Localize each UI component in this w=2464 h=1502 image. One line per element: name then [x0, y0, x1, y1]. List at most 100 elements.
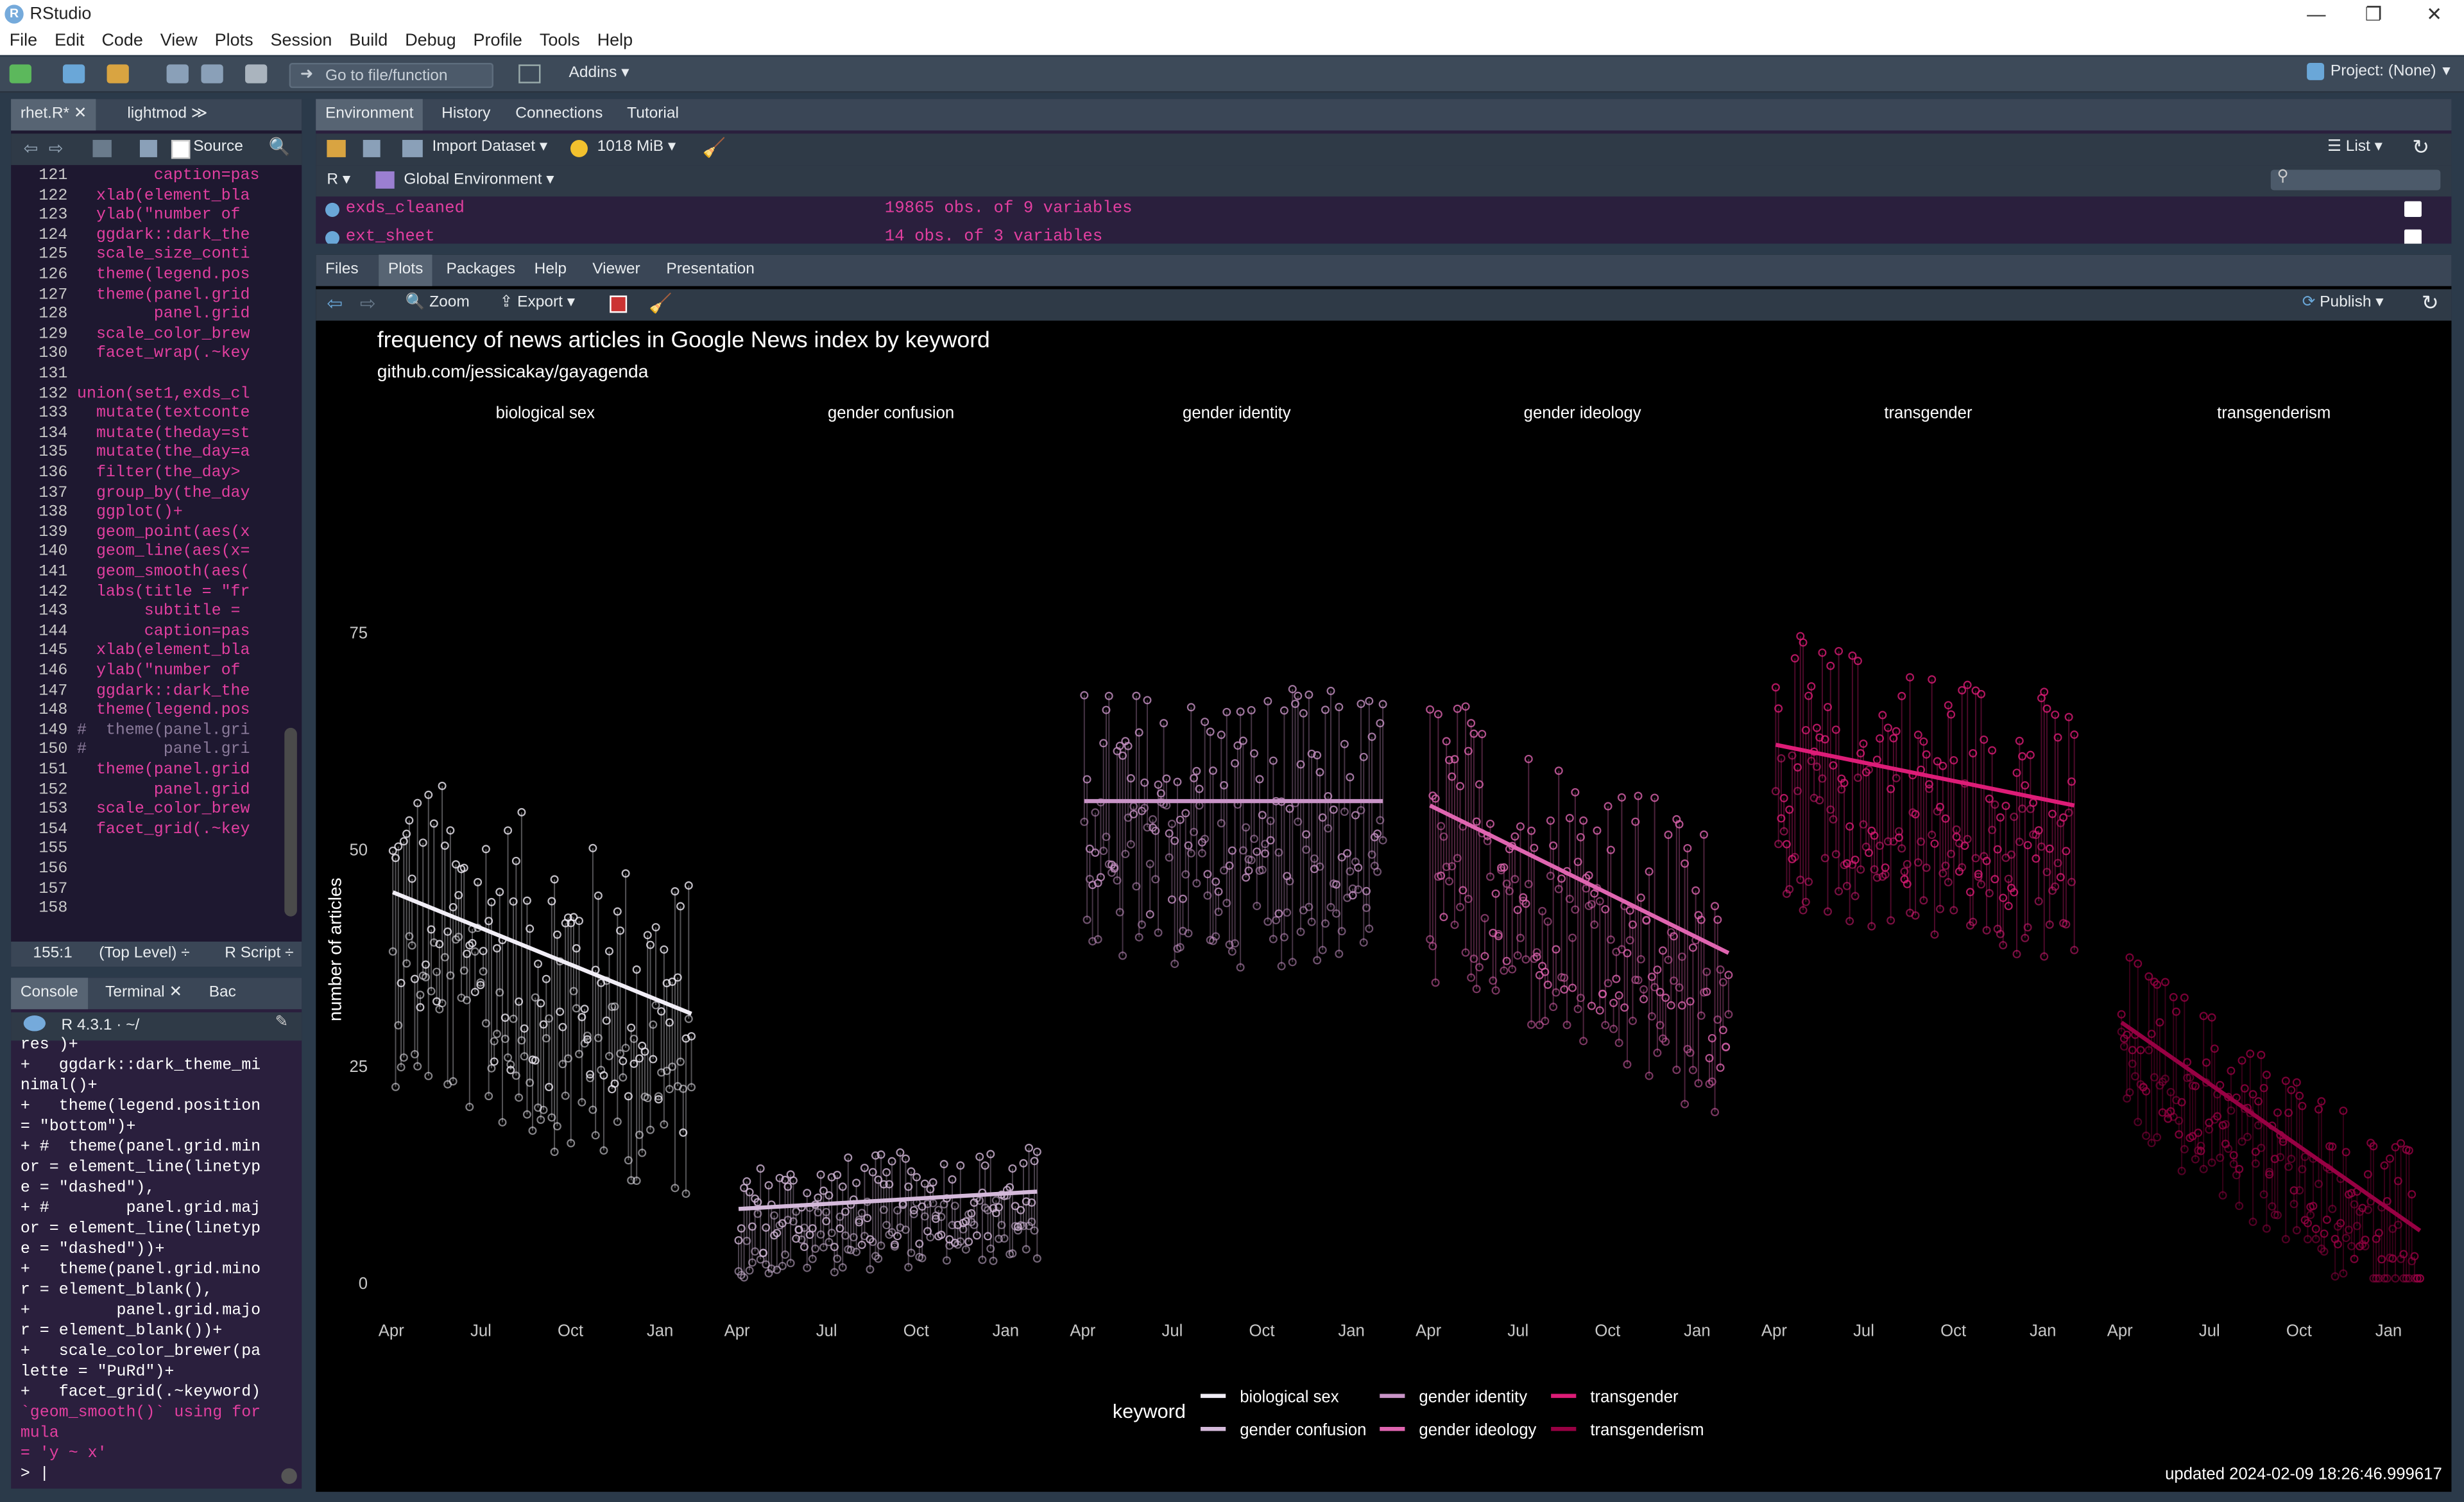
data-point	[1930, 839, 1939, 848]
data-point	[1799, 906, 1808, 915]
language-selector[interactable]: R ▾	[327, 171, 351, 189]
tab-files[interactable]: Files	[325, 261, 359, 279]
tab-environment[interactable]: Environment	[316, 99, 424, 131]
tab-background-jobs[interactable]: Bac	[209, 984, 236, 1002]
menu-build[interactable]: Build	[349, 31, 388, 51]
data-point	[1156, 789, 1165, 798]
code-editor[interactable]: 121 caption=pas 122 xlab(element_bla 123 y…	[11, 168, 287, 938]
source-on-save-checkbox[interactable]	[171, 139, 191, 159]
console-scroll-thumb[interactable]	[281, 1468, 297, 1484]
view-data-icon[interactable]	[2404, 229, 2422, 244]
data-point	[563, 1054, 572, 1063]
editor-scrollbar[interactable]	[284, 727, 297, 917]
menu-session[interactable]: Session	[270, 31, 332, 51]
data-point	[1170, 960, 1179, 969]
print-icon[interactable]	[245, 64, 268, 83]
clear-plots-icon[interactable]: 🧹	[649, 292, 673, 315]
list-view-button[interactable]: ☰ List ▾	[2327, 138, 2383, 156]
restore-button[interactable]: ❐	[2365, 3, 2383, 26]
clear-console-icon[interactable]: ✎	[275, 1014, 289, 1032]
menu-edit[interactable]: Edit	[55, 31, 85, 51]
environment-row[interactable]: exds_cleaned 19865 obs. of 9 variables	[325, 200, 2431, 221]
data-point	[2347, 1189, 2356, 1198]
menu-plots[interactable]: Plots	[214, 31, 253, 51]
data-point	[1601, 905, 1610, 914]
tab-viewer[interactable]: Viewer	[592, 261, 640, 279]
environment-row[interactable]: ext_sheet 14 obs. of 3 variables	[325, 228, 2431, 244]
tab-help[interactable]: Help	[534, 261, 567, 279]
project-menu[interactable]: Project: (None) ▾	[2307, 62, 2451, 80]
save-workspace-icon[interactable]	[363, 139, 381, 157]
data-point	[1906, 673, 1915, 682]
data-point	[484, 1092, 493, 1101]
memory-usage[interactable]: 1018 MiB ▾	[597, 138, 676, 156]
data-point	[1362, 886, 1371, 895]
data-point	[511, 1071, 520, 1080]
menu-debug[interactable]: Debug	[405, 31, 456, 51]
environment-search-input[interactable]: ⚲	[2270, 168, 2441, 191]
goto-file-input[interactable]: ➜ Go to file/function	[289, 62, 493, 89]
save-all-icon[interactable]	[201, 64, 223, 83]
next-plot-icon[interactable]: ⇨	[359, 292, 376, 315]
grid-layout-icon[interactable]	[518, 64, 541, 83]
data-point	[1609, 1024, 1618, 1033]
menu-profile[interactable]: Profile	[473, 31, 522, 51]
environment-scope-selector[interactable]: Global Environment ▾	[404, 171, 554, 189]
clear-workspace-icon[interactable]: 🧹	[702, 137, 726, 159]
save-icon[interactable]	[166, 64, 189, 83]
tab-tutorial[interactable]: Tutorial	[627, 105, 679, 123]
expand-icon[interactable]	[325, 231, 339, 244]
menu-file[interactable]: File	[9, 31, 38, 51]
data-point	[2224, 1144, 2233, 1153]
file-type-selector[interactable]: R Script ÷	[225, 944, 294, 962]
console-output[interactable]: res )+ + ggdark::dark_theme_mi nimal()+ + t…	[21, 1036, 291, 1484]
export-button[interactable]: ⇪ Export ▾	[499, 293, 576, 311]
data-point	[1677, 1001, 1686, 1010]
data-point	[1025, 1143, 1034, 1152]
menu-code[interactable]: Code	[101, 31, 143, 51]
load-workspace-icon[interactable]	[327, 139, 346, 157]
expand-icon[interactable]	[325, 202, 339, 217]
data-point	[2276, 1153, 2285, 1162]
zoom-button[interactable]: 🔍 Zoom	[405, 293, 470, 311]
tab-history[interactable]: History	[441, 105, 491, 123]
tab-lightmod[interactable]: lightmod ≫	[127, 105, 208, 123]
previous-plot-icon[interactable]: ⇦	[327, 292, 343, 315]
data-point	[1170, 836, 1179, 845]
tab-packages[interactable]: Packages	[446, 261, 516, 279]
menu-help[interactable]: Help	[597, 31, 633, 51]
tab-plots[interactable]: Plots	[379, 254, 433, 286]
addins-menu[interactable]: Addins ▾	[569, 64, 629, 82]
new-file-icon[interactable]	[9, 64, 31, 83]
refresh-environment-icon[interactable]: ↻	[2412, 135, 2429, 159]
save-source-icon[interactable]	[139, 139, 157, 157]
import-dataset-button[interactable]: Import Dataset ▾	[432, 138, 548, 156]
remove-plot-icon[interactable]	[610, 295, 628, 313]
forward-arrow-icon[interactable]: ⇨	[48, 139, 64, 159]
data-point	[2059, 813, 2068, 822]
publish-button[interactable]: ⟳ Publish ▾	[2302, 293, 2384, 311]
code-line: 128 panel.grid	[11, 307, 287, 327]
search-icon[interactable]: 🔍	[268, 138, 291, 157]
tab-presentation[interactable]: Presentation	[666, 261, 755, 279]
tab-connections[interactable]: Connections	[515, 105, 603, 123]
tab-console[interactable]: Console	[11, 978, 88, 1010]
refresh-plot-icon[interactable]: ↻	[2421, 291, 2439, 315]
menu-view[interactable]: View	[160, 31, 198, 51]
back-arrow-icon[interactable]: ⇦	[23, 139, 38, 159]
open-file-icon[interactable]	[107, 64, 129, 83]
data-point	[1656, 988, 1664, 997]
menu-tools[interactable]: Tools	[539, 31, 580, 51]
x-tick-label: Apr	[1761, 1322, 1787, 1340]
tab-rhet[interactable]: rhet.R* ✕	[11, 99, 97, 131]
scope-selector[interactable]: (Top Level) ÷	[99, 944, 190, 962]
show-in-window-icon[interactable]	[92, 139, 112, 157]
data-point	[2358, 1204, 2367, 1213]
new-project-icon[interactable]	[62, 64, 85, 83]
data-point	[751, 1247, 760, 1256]
tab-terminal[interactable]: Terminal ✕	[105, 984, 183, 1002]
minimize-button[interactable]: —	[2307, 3, 2326, 26]
close-window-button[interactable]: ✕	[2426, 3, 2442, 26]
data-point	[1225, 861, 1234, 870]
view-data-icon[interactable]	[2404, 201, 2422, 217]
